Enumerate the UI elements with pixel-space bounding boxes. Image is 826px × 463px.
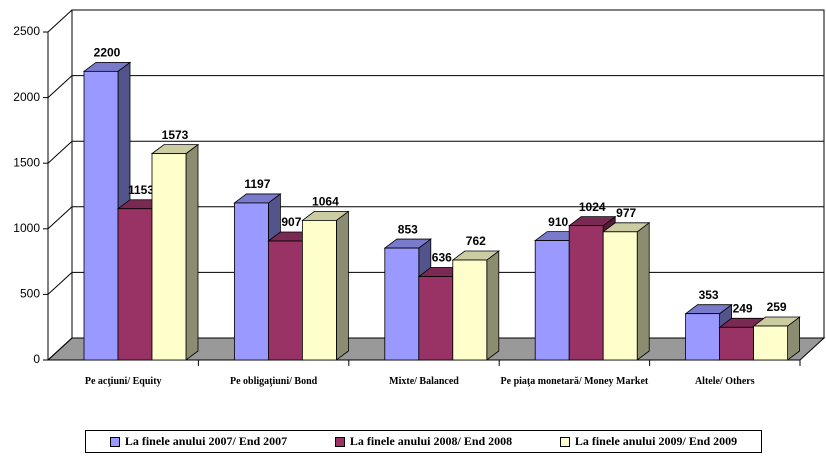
data-label: 636 xyxy=(432,251,452,265)
legend-swatch xyxy=(334,436,345,447)
grid-line xyxy=(47,9,73,33)
legend-swatch xyxy=(109,436,120,447)
x-tick-label: Mixte/ Balanced xyxy=(389,376,459,387)
data-label: 259 xyxy=(767,300,787,314)
x-tick-label: Pe acţiuni/ Equity xyxy=(84,376,162,387)
bar-front xyxy=(233,202,269,361)
data-label: 1024 xyxy=(579,200,606,214)
grid-line xyxy=(47,140,73,164)
grid-line xyxy=(47,206,73,230)
data-label: 910 xyxy=(548,215,568,229)
legend-swatch xyxy=(559,436,570,447)
bar-front xyxy=(301,220,337,361)
y-tick-label: 0 xyxy=(33,352,40,366)
bar xyxy=(451,250,500,361)
x-tick-label: Altele/ Others xyxy=(694,376,755,387)
bar-side xyxy=(185,143,199,361)
y-tick-label: 2000 xyxy=(13,90,40,104)
data-label: 1153 xyxy=(128,183,154,197)
y-tick-label: 500 xyxy=(20,287,40,301)
bar-front xyxy=(267,240,303,361)
legend-item: La finele anului 2009/ End 2009 xyxy=(559,434,738,449)
bar-front xyxy=(719,326,754,361)
bar-front xyxy=(117,208,153,361)
bar-front xyxy=(452,259,488,361)
bar-front xyxy=(602,231,638,361)
grid-line xyxy=(47,75,73,98)
grid-line xyxy=(47,272,73,295)
bar-front xyxy=(753,325,788,361)
legend: La finele anului 2007/ End 2007 La finele… xyxy=(85,430,762,453)
bar xyxy=(150,143,200,361)
data-label: 853 xyxy=(398,222,418,236)
y-tick-label: 2500 xyxy=(13,24,40,38)
bar-front xyxy=(83,70,119,361)
legend-item: La finele anului 2008/ End 2008 xyxy=(334,434,513,449)
bar xyxy=(301,210,350,361)
bar xyxy=(752,316,801,361)
bar-front xyxy=(418,276,454,361)
data-label: 1064 xyxy=(312,195,339,209)
legend-label: La finele anului 2008/ End 2008 xyxy=(349,434,513,448)
bar-side xyxy=(636,222,650,361)
data-label: 249 xyxy=(733,302,753,316)
data-label: 353 xyxy=(699,288,719,302)
bar-front xyxy=(151,153,187,361)
legend-item: La finele anului 2007/ End 2007 xyxy=(109,434,288,449)
data-label: 907 xyxy=(281,215,301,229)
x-tick-label: Pe obligaţiuni/ Bond xyxy=(229,376,318,387)
grid-line xyxy=(47,337,73,361)
legend-label: La finele anului 2009/ End 2009 xyxy=(574,434,738,448)
legend-label: La finele anului 2007/ End 2007 xyxy=(124,434,288,448)
data-label: 1197 xyxy=(244,177,270,191)
bar-front xyxy=(685,313,720,361)
bar-front xyxy=(534,240,570,361)
data-label: 977 xyxy=(616,206,636,220)
data-label: 1573 xyxy=(162,128,189,142)
bar-side xyxy=(486,250,500,361)
bar-front xyxy=(384,247,420,361)
data-label: 762 xyxy=(466,234,486,248)
x-tick-label: Pe piaţa monetară/ Money Market xyxy=(500,376,649,387)
y-tick-label: 1000 xyxy=(13,221,40,235)
bar xyxy=(602,222,651,361)
bar-front xyxy=(568,225,604,361)
y-tick-label: 1500 xyxy=(13,155,40,169)
data-label: 2200 xyxy=(94,46,121,60)
bar-side xyxy=(335,210,349,361)
